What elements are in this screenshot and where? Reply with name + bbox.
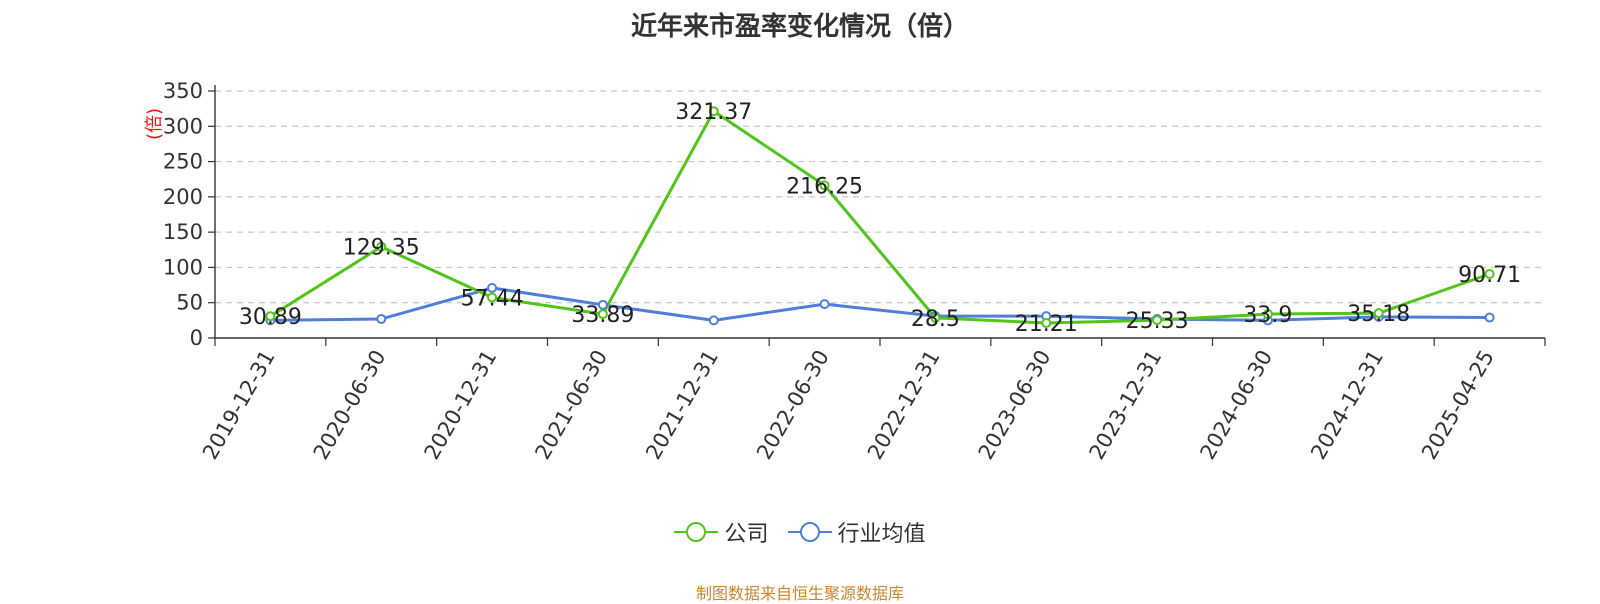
data-point-industry-average: [708, 315, 719, 326]
data-label-company: 25.33: [1126, 309, 1189, 334]
x-tick-label: 2022-12-31: [863, 346, 945, 464]
data-label-company: 35.18: [1347, 302, 1410, 327]
data-label-company: 33.89: [571, 303, 634, 328]
grid-lines: [215, 90, 1545, 304]
x-tick-label: 2020-12-31: [420, 346, 502, 464]
chart-title: 近年来市盈率变化情况（倍）: [630, 12, 969, 42]
y-tick-label: 50: [176, 291, 203, 315]
x-tick-label: 2020-06-30: [309, 346, 391, 464]
source-note: 制图数据来自恒生聚源数据库: [695, 584, 904, 603]
legend-item-company[interactable]: 公司: [674, 516, 769, 548]
data-point-company: [708, 106, 719, 117]
legend-symbol-company: [674, 522, 719, 542]
legend-label-company: 公司: [724, 522, 769, 547]
data-labels: 30.89 129.35 57.44 33.89 321.37 216.25 28.5 21.…: [239, 100, 1521, 337]
x-tick-label: 2023-06-30: [974, 346, 1056, 464]
data-label-company: 21.21: [1015, 312, 1078, 337]
data-label-company: 33.9: [1243, 303, 1292, 328]
data-label-company: 28.5: [911, 307, 960, 332]
y-tick-label: 150: [163, 220, 203, 244]
y-tick-label: 100: [163, 255, 203, 279]
data-point-industry-average: [597, 299, 608, 310]
data-label-company: 30.89: [239, 305, 302, 330]
legend-label-industry-average: 行业均值: [837, 522, 926, 547]
x-tick-label: 2025-04-25: [1417, 346, 1499, 464]
x-tick-label: 2021-06-30: [530, 346, 612, 464]
data-point-industry-average: [1484, 312, 1495, 323]
data-point-company: [819, 180, 830, 191]
data-point-company: [1152, 315, 1163, 326]
data-point-company: [487, 292, 498, 303]
data-point-company: [1041, 318, 1052, 329]
data-label-company: 216.25: [786, 174, 863, 199]
y-tick-label: 200: [163, 185, 203, 209]
data-label-company: 90.71: [1458, 263, 1521, 288]
series-line-industry-average: [270, 286, 1490, 322]
data-point-company: [265, 311, 276, 322]
axes: 0 50 100 150 200 250 300 350 2019-12-31 2020-06-3…: [163, 79, 1546, 464]
data-point-company: [376, 241, 387, 252]
data-point-company: [930, 312, 941, 323]
y-axis-unit-label: (倍): [144, 108, 165, 140]
legend-symbol-industry-average: [787, 522, 832, 542]
legend: 公司 行业均值: [0, 516, 1600, 551]
data-label-company: 57.44: [461, 286, 524, 311]
series-line-company: [269, 109, 1491, 325]
data-point-industry-average: [487, 282, 498, 293]
data-label-company: 321.37: [675, 100, 752, 125]
x-tick-label: 2021-12-31: [641, 346, 723, 464]
data-point-company: [1262, 309, 1273, 320]
data-point-company: [597, 309, 608, 320]
data-label-company: 129.35: [343, 236, 420, 261]
data-point-industry-average: [376, 313, 387, 324]
y-tick-label: 350: [163, 79, 203, 103]
data-point-company: [1373, 308, 1384, 319]
x-tick-label: 2023-12-31: [1085, 346, 1167, 464]
x-tick-label: 2022-06-30: [752, 346, 834, 464]
legend-item-industry-average[interactable]: 行业均值: [787, 516, 926, 548]
y-tick-label: 300: [163, 114, 203, 138]
series-points: [265, 106, 1495, 329]
data-point-company: [1484, 268, 1495, 279]
series-lines: [269, 109, 1491, 325]
x-tick-label: 2019-12-31: [198, 346, 280, 464]
data-point-industry-average: [819, 299, 830, 310]
y-tick-label: 0: [190, 326, 203, 350]
y-tick-label: 250: [163, 150, 203, 174]
x-tick-label: 2024-12-31: [1306, 346, 1388, 464]
x-tick-label: 2024-06-30: [1195, 346, 1277, 464]
